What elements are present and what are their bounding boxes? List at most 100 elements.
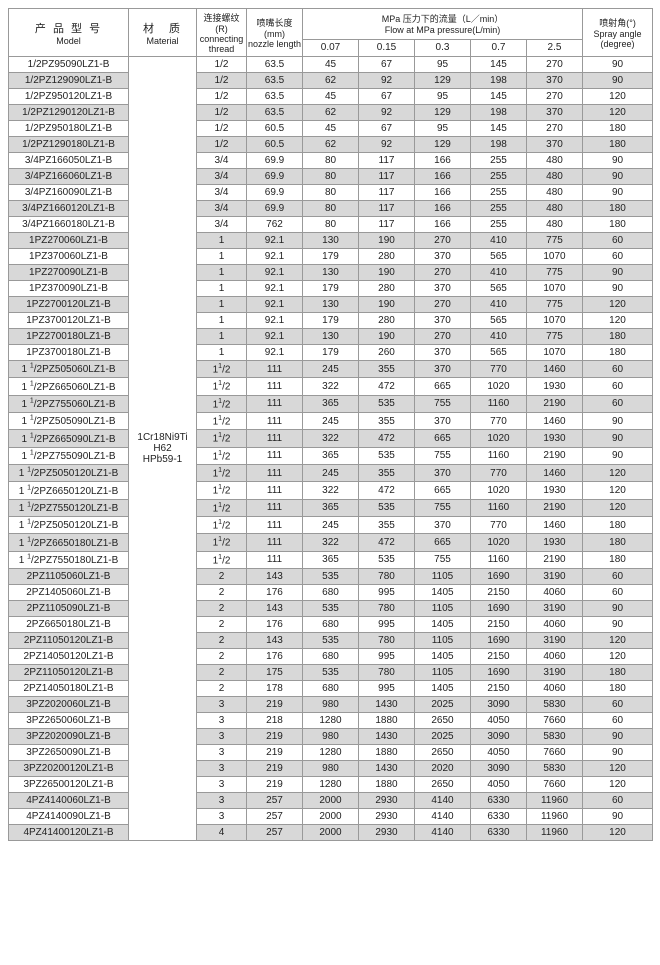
cell-model: 1 1/2PZ7550180LZ1-B (9, 551, 129, 568)
cell-flow: 410 (471, 265, 527, 281)
cell-flow: 365 (303, 447, 359, 464)
cell-flow: 1020 (471, 430, 527, 447)
model-zh: 产 品 型 号 (9, 20, 128, 36)
cell-flow: 1105 (415, 632, 471, 648)
cell-flow: 4140 (415, 824, 471, 840)
cell-flow: 190 (359, 329, 415, 345)
cell-angle: 60 (583, 584, 653, 600)
cell-flow: 680 (303, 616, 359, 632)
cell-flow: 4060 (527, 584, 583, 600)
cell-flow: 198 (471, 73, 527, 89)
cell-flow: 179 (303, 281, 359, 297)
cell-model: 3/4PZ1660180LZ1-B (9, 217, 129, 233)
cell-flow: 755 (415, 447, 471, 464)
cell-angle: 180 (583, 345, 653, 361)
cell-model: 3/4PZ166060LZ1-B (9, 169, 129, 185)
cell-angle: 90 (583, 57, 653, 73)
cell-model: 3PZ2020060LZ1-B (9, 696, 129, 712)
cell-flow: 472 (359, 378, 415, 395)
cell-flow: 280 (359, 313, 415, 329)
cell-flow: 2650 (415, 712, 471, 728)
cell-flow: 270 (415, 233, 471, 249)
cell-flow: 4050 (471, 776, 527, 792)
table-row: 2PZ1405060LZ1-B217668099514052150406060 (9, 584, 653, 600)
cell-flow: 1405 (415, 680, 471, 696)
cell-flow: 365 (303, 499, 359, 516)
cell-angle: 90 (583, 447, 653, 464)
cell-flow: 2000 (303, 792, 359, 808)
table-row: 2PZ14050180LZ1-B217868099514052150406018… (9, 680, 653, 696)
cell-flow: 1160 (471, 499, 527, 516)
cell-angle: 120 (583, 776, 653, 792)
cell-flow: 775 (527, 329, 583, 345)
table-row: 1 1/2PZ6650120LZ1-B11/211132247266510201… (9, 482, 653, 499)
cell-flow: 355 (359, 412, 415, 429)
cell-nozzle: 178 (247, 680, 303, 696)
cell-flow: 480 (527, 185, 583, 201)
table-row: 2PZ6650180LZ1-B217668099514052150406090 (9, 616, 653, 632)
table-row: 1/2PZ1290180LZ1-B1/260.56292129198370180 (9, 137, 653, 153)
cell-flow: 2000 (303, 808, 359, 824)
table-row: 3/4PZ1660180LZ1-B3/476280117166255480180 (9, 217, 653, 233)
cell-nozzle: 257 (247, 792, 303, 808)
cell-flow: 665 (415, 482, 471, 499)
cell-angle: 120 (583, 824, 653, 840)
cell-nozzle: 219 (247, 744, 303, 760)
cell-flow: 2025 (415, 728, 471, 744)
table-row: 1 1/2PZ665090LZ1-B11/2111322472665102019… (9, 430, 653, 447)
cell-thread: 1/2 (197, 89, 247, 105)
cell-thread: 2 (197, 584, 247, 600)
col-model: 产 品 型 号 Model (9, 9, 129, 57)
col-angle: 喷射角(°) Spray angle (degree) (583, 9, 653, 57)
cell-flow: 2025 (415, 696, 471, 712)
cell-model: 1PZ3700120LZ1-B (9, 313, 129, 329)
cell-nozzle: 111 (247, 534, 303, 551)
col-flow-group: MPa 压力下的流量（L／min） Flow at MPa pressure(L… (303, 9, 583, 40)
cell-nozzle: 143 (247, 632, 303, 648)
cell-nozzle: 63.5 (247, 89, 303, 105)
cell-angle: 90 (583, 744, 653, 760)
cell-model: 3PZ20200120LZ1-B (9, 760, 129, 776)
cell-thread: 3 (197, 744, 247, 760)
cell-flow: 179 (303, 313, 359, 329)
col-p03: 0.3 (415, 39, 471, 56)
cell-angle: 120 (583, 464, 653, 481)
cell-nozzle: 143 (247, 568, 303, 584)
flow-en: Flow at MPa pressure(L/min) (303, 25, 582, 35)
cell-thread: 11/2 (197, 378, 247, 395)
cell-thread: 1 (197, 249, 247, 265)
cell-flow: 755 (415, 395, 471, 412)
cell-angle: 90 (583, 153, 653, 169)
cell-angle: 90 (583, 808, 653, 824)
cell-model: 1 1/2PZ665090LZ1-B (9, 430, 129, 447)
cell-angle: 180 (583, 121, 653, 137)
table-row: 3PZ2020060LZ1-B3219980143020253090583060 (9, 696, 653, 712)
cell-flow: 980 (303, 760, 359, 776)
cell-flow: 260 (359, 345, 415, 361)
cell-model: 1 1/2PZ505090LZ1-B (9, 412, 129, 429)
cell-flow: 270 (415, 297, 471, 313)
cell-flow: 7660 (527, 744, 583, 760)
cell-flow: 410 (471, 233, 527, 249)
cell-model: 1 1/2PZ5050120LZ1-B (9, 516, 129, 533)
cell-flow: 980 (303, 728, 359, 744)
cell-flow: 1930 (527, 534, 583, 551)
cell-nozzle: 92.1 (247, 281, 303, 297)
cell-flow: 1070 (527, 249, 583, 265)
cell-flow: 322 (303, 482, 359, 499)
cell-flow: 190 (359, 297, 415, 313)
cell-flow: 280 (359, 249, 415, 265)
cell-flow: 535 (303, 568, 359, 584)
cell-flow: 6330 (471, 792, 527, 808)
cell-flow: 92 (359, 73, 415, 89)
cell-model: 1PZ370060LZ1-B (9, 249, 129, 265)
cell-model: 1PZ270090LZ1-B (9, 265, 129, 281)
cell-angle: 60 (583, 568, 653, 584)
cell-flow: 1070 (527, 281, 583, 297)
cell-flow: 67 (359, 89, 415, 105)
table-row: 4PZ4140060LZ1-B3257200029304140633011960… (9, 792, 653, 808)
cell-flow: 770 (471, 412, 527, 429)
cell-thread: 1/2 (197, 57, 247, 73)
cell-flow: 355 (359, 464, 415, 481)
col-p25: 2.5 (527, 39, 583, 56)
